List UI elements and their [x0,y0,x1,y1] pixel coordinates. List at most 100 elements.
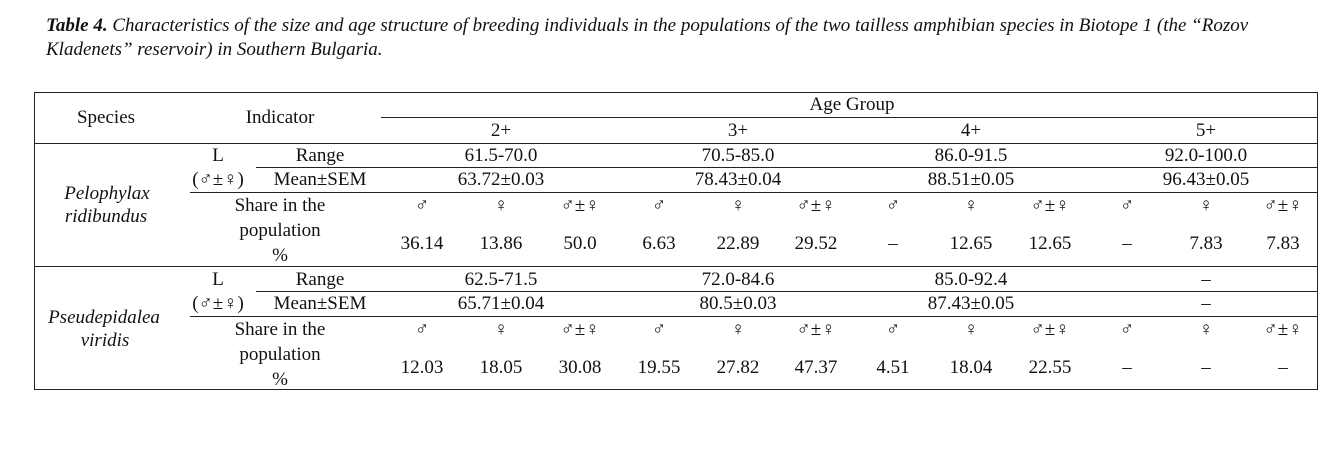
age-group-3plus: 3+ [727,120,749,141]
row-rule [256,167,1318,168]
both-symbol: ♂±♀ [1030,319,1070,340]
table-right-border [1317,92,1318,390]
female-symbol: ♀ [1198,319,1214,340]
share-value: 22.55 [1028,357,1072,378]
species-name: ridibundus [64,206,148,227]
both-symbol: ♂±♀ [560,195,600,216]
length-label: L [212,145,224,166]
share-value: 50.0 [563,233,597,254]
mean-value: 65.71±0.04 [457,293,545,314]
share-label: Share in the [234,319,326,340]
male-symbol: ♂ [414,195,430,216]
age-group-4plus: 4+ [960,120,982,141]
share-value: – [1278,357,1288,378]
share-label: population [239,220,321,241]
share-value: 47.37 [794,357,838,378]
mean-label: Mean±SEM [273,169,367,190]
range-value: 85.0-92.4 [934,269,1008,290]
female-symbol: ♀ [963,319,979,340]
male-symbol: ♂ [1119,319,1135,340]
share-value: 7.83 [1266,233,1300,254]
mean-value: 78.43±0.04 [694,169,782,190]
female-symbol: ♀ [493,319,509,340]
both-symbol: ♂±♀ [1030,195,1070,216]
mean-value: – [1201,293,1211,314]
range-value: 70.5-85.0 [701,145,775,166]
species-name: Pseudepidalea [48,307,160,328]
share-label: % [272,245,288,266]
female-symbol: ♀ [493,195,509,216]
age-group-5plus: 5+ [1195,120,1217,141]
male-symbol: ♂ [651,319,667,340]
range-value: 86.0-91.5 [934,145,1008,166]
share-value: 4.51 [876,357,910,378]
share-value: – [888,233,898,254]
range-value: – [1201,269,1211,290]
share-label: population [239,344,321,365]
male-symbol: ♂ [885,195,901,216]
species-header: Species [76,107,136,128]
share-value: 6.63 [642,233,676,254]
mean-label: Mean±SEM [273,293,367,314]
female-symbol: ♀ [963,195,979,216]
age-group-header: Age Group [809,94,895,115]
share-value: – [1122,233,1132,254]
mean-value: 88.51±0.05 [927,169,1015,190]
mean-value: 96.43±0.05 [1162,169,1250,190]
indicator-header: Indicator [245,107,315,128]
male-symbol: ♂ [651,195,667,216]
both-symbol: ♂±♀ [1263,195,1303,216]
age-group-2plus: 2+ [490,120,512,141]
caption-text: Characteristics of the size and age stru… [46,15,1249,60]
both-symbol: ♂±♀ [560,319,600,340]
both-symbol: ♂±♀ [1263,319,1303,340]
species-name: Pelophylax [64,183,150,204]
length-label: L [212,269,224,290]
female-symbol: ♀ [730,319,746,340]
share-value: 19.55 [637,357,681,378]
female-symbol: ♀ [1198,195,1214,216]
both-symbol: ♂±♀ [796,319,836,340]
table-left-border [34,92,35,390]
mean-value: 63.72±0.03 [457,169,545,190]
male-symbol: ♂ [414,319,430,340]
share-value: – [1122,357,1132,378]
range-label: Range [295,269,345,290]
share-value: 29.52 [794,233,838,254]
table-top-rule [34,92,1318,93]
share-label: % [272,369,288,390]
range-value: 62.5-71.5 [464,269,538,290]
share-value: 30.08 [558,357,602,378]
share-label: Share in the [234,195,326,216]
species-separator-rule [34,266,1318,267]
header-bottom-rule [34,143,1318,144]
share-value: 7.83 [1189,233,1223,254]
share-value: 18.05 [479,357,523,378]
sex-label: (♂±♀) [192,293,244,314]
species-name: viridis [80,330,130,351]
caption-label: Table 4. [46,15,108,36]
share-value: 27.82 [716,357,760,378]
share-value: 12.65 [1028,233,1072,254]
share-value: 13.86 [479,233,523,254]
share-value: 12.03 [400,357,444,378]
row-rule [190,316,1318,317]
mean-value: 87.43±0.05 [927,293,1015,314]
table-bottom-rule [34,389,1318,390]
share-value: 18.04 [949,357,993,378]
mean-value: 80.5±0.03 [699,293,777,314]
share-value: 12.65 [949,233,993,254]
share-value: 22.89 [716,233,760,254]
age-group-underline [381,117,1318,118]
range-value: 92.0-100.0 [1164,145,1248,166]
female-symbol: ♀ [730,195,746,216]
both-symbol: ♂±♀ [796,195,836,216]
range-label: Range [295,145,345,166]
row-rule [190,192,1318,193]
range-value: 72.0-84.6 [701,269,775,290]
row-rule [256,291,1318,292]
share-value: – [1201,357,1211,378]
share-value: 36.14 [400,233,444,254]
range-value: 61.5-70.0 [464,145,538,166]
male-symbol: ♂ [1119,195,1135,216]
